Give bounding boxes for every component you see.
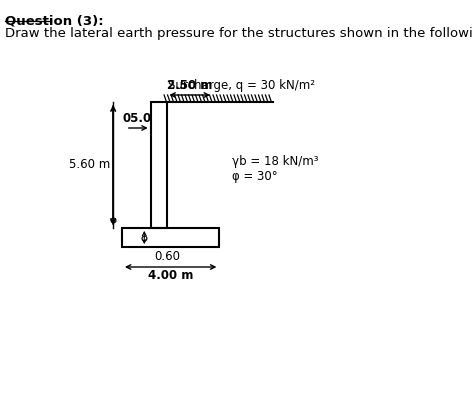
Text: 2.50 m: 2.50 m xyxy=(167,79,212,92)
Text: φ = 30°: φ = 30° xyxy=(232,170,278,183)
Text: Question (3):: Question (3): xyxy=(5,15,104,28)
Text: 5.60 m: 5.60 m xyxy=(69,158,110,172)
Text: Draw the lateral earth pressure for the structures shown in the following Figure: Draw the lateral earth pressure for the … xyxy=(5,27,474,40)
Text: Surcharge, q = 30 kN/m²: Surcharge, q = 30 kN/m² xyxy=(168,79,315,92)
Text: 4.00 m: 4.00 m xyxy=(148,269,193,282)
Text: 05.0: 05.0 xyxy=(122,112,152,125)
Text: γb = 18 kN/m³: γb = 18 kN/m³ xyxy=(232,155,319,168)
Text: 0.60: 0.60 xyxy=(155,250,181,263)
